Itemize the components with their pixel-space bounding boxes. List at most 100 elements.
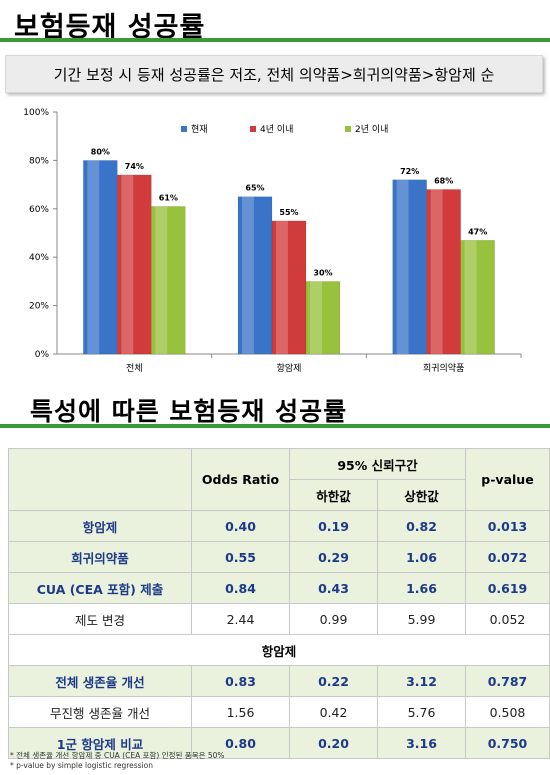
bar <box>83 160 118 355</box>
table-subheader-row: 하한값 상한값 <box>9 479 550 511</box>
bar-value-label: 74% <box>125 162 144 171</box>
odds-ratio-cell: 0.84 <box>191 572 290 604</box>
bar-highlight <box>87 160 100 354</box>
lower-bound-cell: 0.99 <box>289 603 378 635</box>
table-row: 희귀의약품 0.55 0.29 1.06 0.072 <box>8 541 550 573</box>
row-label: 제도 변경 <box>8 603 192 635</box>
y-tick-label: 0% <box>35 350 50 360</box>
legend-swatch <box>345 126 351 132</box>
p-value-cell: 0.787 <box>465 665 550 697</box>
p-value-cell: 0.052 <box>465 603 550 635</box>
odds-ratio-cell: 0.83 <box>191 665 290 697</box>
table-section-row: 항암제 <box>8 634 550 666</box>
bar-value-label: 80% <box>91 147 110 156</box>
p-value-cell: 0.750 <box>465 727 550 759</box>
upper-bound-cell: 0.82 <box>377 510 466 542</box>
lower-bound-cell: 0.19 <box>289 510 378 542</box>
bar <box>392 179 427 355</box>
bar <box>237 196 273 355</box>
bar-value-label: 61% <box>159 193 178 202</box>
table-row: 전체 생존율 개선 0.83 0.22 3.12 0.787 <box>8 665 550 697</box>
bar-value-label: 68% <box>434 176 453 185</box>
odds-ratio-cell: 1.56 <box>191 696 290 728</box>
subtitle-box: 기간 보정 시 등재 성공률은 저조, 전체 의약품>희귀의약품>항암제 순 <box>5 55 543 93</box>
section-label: 항암제 <box>8 634 550 666</box>
legend-label: 4년 이내 <box>260 124 293 135</box>
upper-bound-cell: 3.12 <box>377 665 466 697</box>
legend-label: 현재 <box>191 124 208 135</box>
bar-highlight <box>430 189 443 354</box>
upper-bound-cell: 1.66 <box>377 572 466 604</box>
stats-table: Odds Ratio 95% 신뢰구간 p-value 하한값 상한값 항암제 0… <box>8 448 550 759</box>
row-label: 희귀의약품 <box>8 541 192 573</box>
lower-bound-cell: 0.42 <box>289 696 378 728</box>
header-odds: Odds Ratio <box>191 448 290 511</box>
lower-bound-cell: 0.22 <box>289 665 378 697</box>
p-value-cell: 0.013 <box>465 510 550 542</box>
bar-highlight <box>464 240 477 354</box>
p-value-cell: 0.619 <box>465 572 550 604</box>
lower-bound-cell: 0.43 <box>289 572 378 604</box>
bar-highlight <box>155 206 168 354</box>
header-lower: 하한값 <box>289 479 378 511</box>
table-row: 제도 변경 2.44 0.99 5.99 0.052 <box>8 603 550 635</box>
table-row: 항암제 0.40 0.19 0.82 0.013 <box>8 510 550 542</box>
upper-bound-cell: 5.99 <box>377 603 466 635</box>
bar <box>151 206 186 355</box>
p-value-cell: 0.072 <box>465 541 550 573</box>
y-tick-label: 40% <box>29 253 49 263</box>
header-blank <box>8 448 192 511</box>
y-tick-label: 100% <box>23 108 49 118</box>
row-label: CUA (CEA 포함) 제출 <box>8 572 192 604</box>
bar <box>305 281 341 355</box>
legend-label: 2년 이내 <box>355 124 388 135</box>
upper-bound-cell: 3.16 <box>377 727 466 759</box>
upper-bound-cell: 5.76 <box>377 696 466 728</box>
table-row: CUA (CEA 포함) 제출 0.84 0.43 1.66 0.619 <box>8 572 550 604</box>
y-tick-label: 80% <box>29 156 49 166</box>
header-upper: 상한값 <box>377 479 466 511</box>
subtitle-text: 기간 보정 시 등재 성공률은 저조, 전체 의약품>희귀의약품>항암제 순 <box>53 65 495 84</box>
bar-highlight <box>242 196 254 354</box>
bar-highlight <box>396 179 409 354</box>
row-label: 전체 생존율 개선 <box>8 665 192 697</box>
bar <box>271 220 307 355</box>
x-category-label: 희귀의약품 <box>423 362 464 374</box>
footnote-1: * 전체 생존율 개선 항암제 중 CUA (CEA 포함) 인정된 품목은 5… <box>10 751 225 760</box>
table-header-row: Odds Ratio 95% 신뢰구간 p-value <box>8 448 550 511</box>
row-label: 항암제 <box>8 510 192 542</box>
bar-highlight <box>276 220 288 354</box>
p-value-cell: 0.508 <box>465 696 550 728</box>
legend-swatch <box>181 126 187 132</box>
odds-ratio-cell: 2.44 <box>191 603 290 635</box>
odds-ratio-cell: 0.55 <box>191 541 290 573</box>
y-tick-label: 20% <box>29 302 49 312</box>
title-underline <box>0 38 550 42</box>
row-label: 무진행 생존율 개선 <box>8 696 192 728</box>
footnote-2: * p-value by simple logistic regression <box>10 761 154 770</box>
x-category-label: 전체 <box>126 363 143 374</box>
y-tick-label: 60% <box>29 205 49 215</box>
table-row: 1군 항암제 비교 0.80 0.20 3.16 0.750 <box>8 727 550 759</box>
x-category-label: 항암제 <box>277 362 302 374</box>
bar-value-label: 55% <box>279 208 298 217</box>
bar-chart: 0% 20% 40% 60% 80% 100% 80% 74% 61% 전체 65% 55% 30% 항암… <box>23 108 522 374</box>
upper-bound-cell: 1.06 <box>377 541 466 573</box>
page-title: 보험등재 성공률 <box>14 12 206 43</box>
bar-highlight <box>121 174 134 354</box>
odds-ratio-cell: 0.40 <box>191 510 290 542</box>
bar <box>460 240 495 355</box>
table-row: 무진행 생존율 개선 1.56 0.42 5.76 0.508 <box>8 696 550 728</box>
legend-swatch <box>250 126 256 132</box>
section-title: 특성에 따른 보험등재 성공률 <box>30 397 348 426</box>
bar-value-label: 47% <box>468 227 487 236</box>
bar-highlight <box>310 281 322 354</box>
bar-value-label: 72% <box>400 167 419 176</box>
header-ci: 95% 신뢰구간 <box>289 448 466 480</box>
lower-bound-cell: 0.29 <box>289 541 378 573</box>
lower-bound-cell: 0.20 <box>289 727 378 759</box>
header-pvalue: p-value <box>465 448 550 511</box>
bar-value-label: 30% <box>313 268 332 277</box>
section-underline <box>0 424 550 428</box>
bar-value-label: 65% <box>245 184 264 193</box>
